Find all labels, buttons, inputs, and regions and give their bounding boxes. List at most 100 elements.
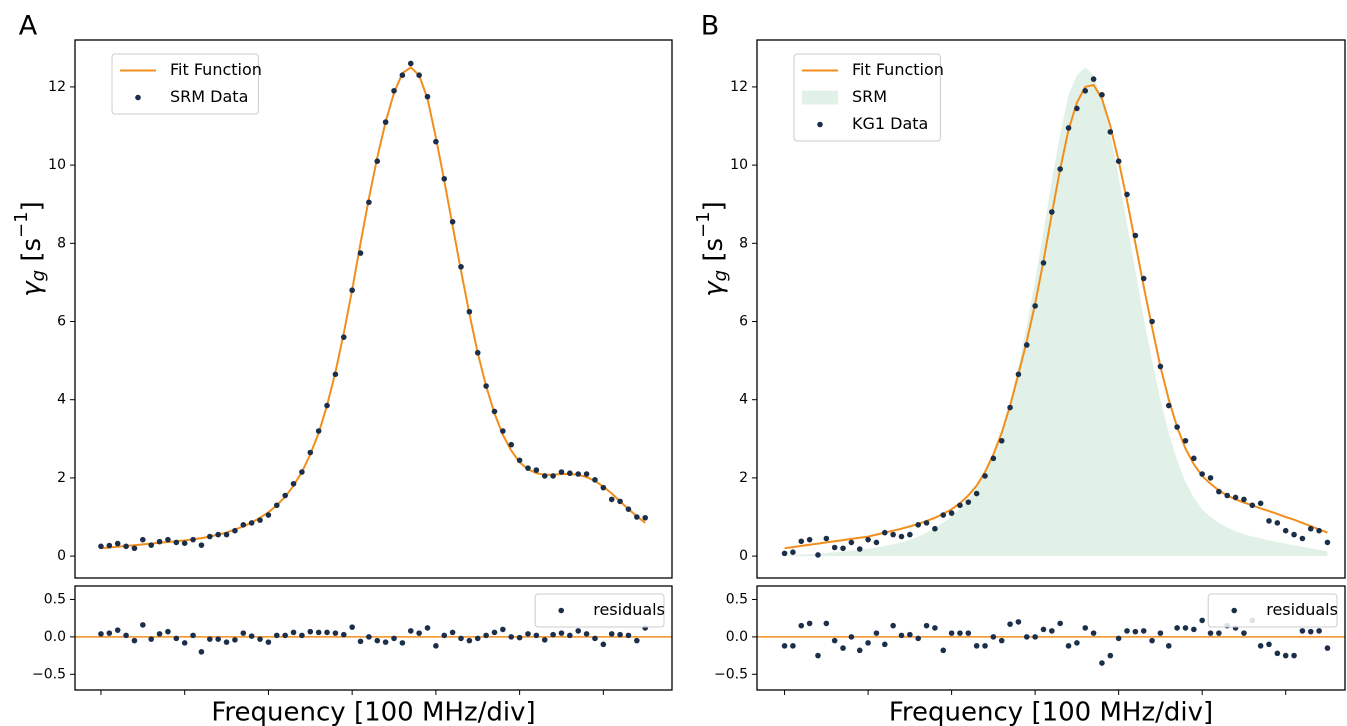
area (784, 67, 1328, 557)
y-tick-label: 0.5 (726, 591, 748, 607)
data-point (1249, 502, 1256, 509)
data-point (567, 470, 573, 477)
y-axis-label-part: g (28, 270, 49, 281)
data-point (1082, 625, 1089, 631)
data-point (282, 492, 288, 499)
data-point (815, 652, 821, 659)
data-point (357, 250, 364, 256)
data-point (357, 638, 364, 645)
legend-key (1231, 607, 1238, 614)
data-point (1032, 303, 1038, 309)
y-tick-label: 0.0 (726, 629, 748, 645)
y-tick-label: 10 (48, 157, 66, 173)
data-point (973, 490, 980, 497)
data-point (1115, 635, 1122, 642)
y-tick-label: 2 (57, 470, 66, 486)
legend: residuals (1207, 593, 1338, 628)
data-point (923, 520, 930, 526)
y-tick-label: 12 (48, 79, 66, 95)
data-point (131, 637, 138, 644)
data-point (1299, 628, 1306, 634)
data-point (123, 632, 129, 639)
data-point (1274, 520, 1281, 526)
data-point (550, 473, 556, 479)
data-point (806, 620, 813, 627)
data-point (790, 643, 796, 649)
data-point (173, 539, 180, 546)
data-point (1040, 626, 1047, 633)
data-point (1049, 209, 1055, 215)
data-point (932, 525, 938, 532)
data-point (558, 630, 565, 636)
data-point (915, 522, 921, 528)
data-point (500, 428, 506, 434)
data-point (881, 529, 888, 536)
legend-label: residuals (593, 600, 665, 619)
data-point (290, 629, 297, 636)
data-point (1057, 166, 1063, 172)
data-point (973, 643, 980, 649)
legend-key (802, 90, 838, 105)
data-point (349, 287, 355, 294)
data-point (223, 531, 230, 538)
data-point (466, 637, 473, 644)
data-point (940, 647, 947, 654)
data-point (1040, 260, 1047, 266)
data-point (541, 637, 548, 643)
data-point (181, 640, 188, 646)
data-point (424, 625, 431, 631)
data-point (232, 637, 238, 643)
data-point (324, 402, 330, 409)
data-point (458, 635, 464, 642)
data-point (399, 72, 406, 78)
panel: 0 2 4 6 8 10 12 Aγg [s−1] Fit Function SRM Data (11, 11, 673, 579)
data-point (608, 631, 615, 637)
data-point (990, 634, 997, 640)
data-point (374, 637, 381, 644)
data-point (840, 545, 846, 552)
y-axis-label-part: −1 (11, 211, 32, 238)
data-point (948, 510, 955, 516)
data-point (1224, 492, 1231, 499)
data-point (608, 496, 615, 503)
data-point (823, 535, 830, 542)
data-point (491, 629, 498, 636)
data-point (416, 630, 422, 636)
data-point (441, 176, 448, 182)
data-point (474, 349, 481, 356)
data-point (990, 455, 997, 462)
data-point (307, 628, 314, 635)
data-point (508, 634, 515, 640)
data-point (1199, 471, 1205, 477)
legend-key (817, 121, 823, 128)
data-point (982, 473, 988, 479)
data-point (965, 499, 972, 505)
data-point (1090, 630, 1097, 636)
data-point (508, 441, 515, 448)
data-point (592, 635, 598, 642)
data-point (1282, 652, 1289, 659)
data-point (1216, 488, 1222, 495)
data-point (1099, 660, 1105, 666)
data-point (1149, 637, 1155, 644)
data-point (541, 473, 548, 479)
data-point (1023, 634, 1030, 640)
data-point (957, 502, 963, 509)
data-point (399, 640, 406, 646)
axes-frame (756, 585, 1346, 691)
data-point (781, 643, 788, 649)
data-point (240, 630, 247, 636)
data-point (223, 639, 230, 645)
data-point (273, 502, 280, 509)
data-point (1090, 76, 1097, 82)
data-point (1157, 630, 1164, 636)
data-point (106, 630, 113, 636)
data-point (940, 512, 947, 518)
data-point (1199, 617, 1205, 624)
data-point (1007, 621, 1013, 627)
data-point (798, 622, 805, 629)
data-point (881, 641, 888, 648)
data-point (915, 635, 921, 642)
data-point (474, 635, 481, 642)
